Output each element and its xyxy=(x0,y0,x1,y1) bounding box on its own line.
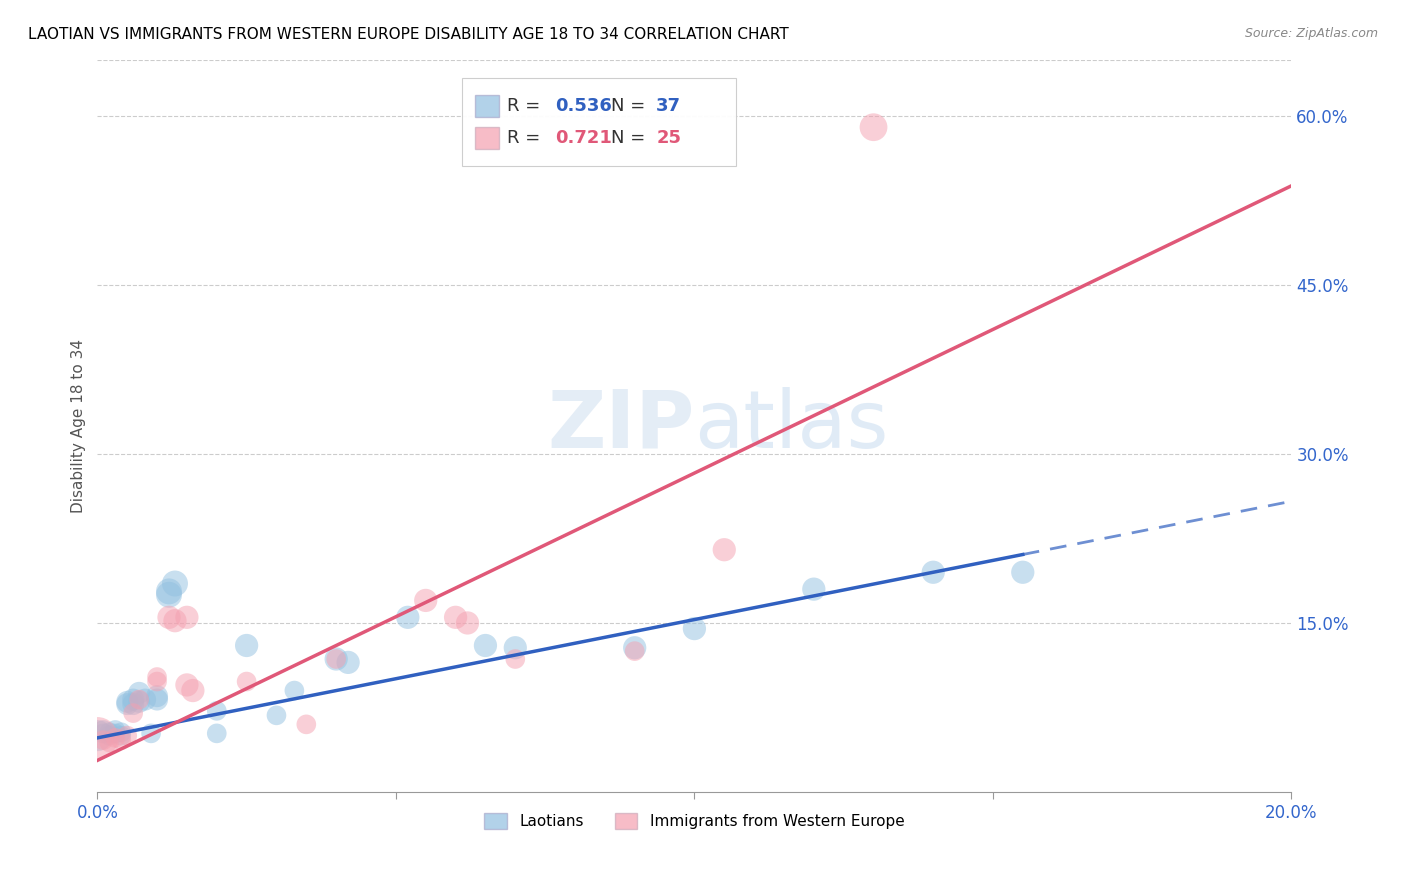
Text: 25: 25 xyxy=(657,129,681,147)
Point xyxy=(98,729,121,743)
Point xyxy=(91,733,114,747)
Text: N =: N = xyxy=(610,129,651,147)
Point xyxy=(266,708,288,723)
Point xyxy=(283,683,305,698)
Point xyxy=(128,686,150,700)
FancyBboxPatch shape xyxy=(475,95,499,117)
Point xyxy=(295,717,318,731)
Point xyxy=(922,566,945,580)
Point xyxy=(503,640,526,655)
Point xyxy=(325,652,347,666)
Point xyxy=(104,731,127,745)
Point xyxy=(91,723,114,737)
Point xyxy=(457,615,479,630)
Point xyxy=(110,729,132,743)
Point xyxy=(713,542,735,557)
Point xyxy=(803,582,825,596)
Point xyxy=(337,656,360,670)
Point xyxy=(474,639,496,653)
Text: 0.721: 0.721 xyxy=(555,129,612,147)
FancyBboxPatch shape xyxy=(461,78,737,166)
Point xyxy=(683,622,706,636)
Point xyxy=(104,726,127,740)
Point xyxy=(235,674,257,689)
Point xyxy=(157,584,180,599)
Point xyxy=(176,678,198,692)
Point xyxy=(205,704,228,718)
Point xyxy=(181,683,204,698)
Point xyxy=(122,706,145,720)
Point xyxy=(86,729,108,743)
Point xyxy=(157,610,180,624)
Point xyxy=(163,576,186,591)
Text: 37: 37 xyxy=(657,96,681,115)
Point xyxy=(1011,566,1033,580)
Point xyxy=(415,593,437,607)
Point xyxy=(176,610,198,624)
Point xyxy=(146,689,169,703)
Text: 0.536: 0.536 xyxy=(555,96,612,115)
Point xyxy=(163,614,186,628)
Text: Source: ZipAtlas.com: Source: ZipAtlas.com xyxy=(1244,27,1378,40)
Text: atlas: atlas xyxy=(695,387,889,465)
Text: N =: N = xyxy=(610,96,651,115)
Point xyxy=(91,726,114,740)
Text: ZIP: ZIP xyxy=(547,387,695,465)
Point xyxy=(205,726,228,740)
Text: R =: R = xyxy=(508,96,546,115)
Point xyxy=(503,652,526,666)
Point xyxy=(444,610,467,624)
Point xyxy=(146,674,169,689)
Point xyxy=(862,120,884,135)
FancyBboxPatch shape xyxy=(475,127,499,149)
Point xyxy=(98,725,121,739)
Point xyxy=(235,639,257,653)
Point xyxy=(128,695,150,709)
Point xyxy=(115,697,138,711)
Point xyxy=(128,692,150,706)
Point xyxy=(139,726,162,740)
Point xyxy=(122,692,145,706)
Text: LAOTIAN VS IMMIGRANTS FROM WESTERN EUROPE DISABILITY AGE 18 TO 34 CORRELATION CH: LAOTIAN VS IMMIGRANTS FROM WESTERN EUROP… xyxy=(28,27,789,42)
Point xyxy=(623,644,645,658)
Point xyxy=(115,729,138,743)
Point xyxy=(86,731,108,745)
Point xyxy=(146,670,169,684)
Point xyxy=(325,652,347,666)
Point xyxy=(146,692,169,706)
Point xyxy=(623,640,645,655)
Point xyxy=(134,692,156,706)
Point xyxy=(157,588,180,602)
Point xyxy=(98,735,121,749)
Legend: Laotians, Immigrants from Western Europe: Laotians, Immigrants from Western Europe xyxy=(478,807,911,836)
Point xyxy=(104,723,127,737)
Point xyxy=(110,733,132,747)
Point xyxy=(396,610,419,624)
Point xyxy=(122,697,145,711)
Point xyxy=(115,695,138,709)
Y-axis label: Disability Age 18 to 34: Disability Age 18 to 34 xyxy=(72,339,86,513)
Text: R =: R = xyxy=(508,129,546,147)
Point xyxy=(110,725,132,739)
